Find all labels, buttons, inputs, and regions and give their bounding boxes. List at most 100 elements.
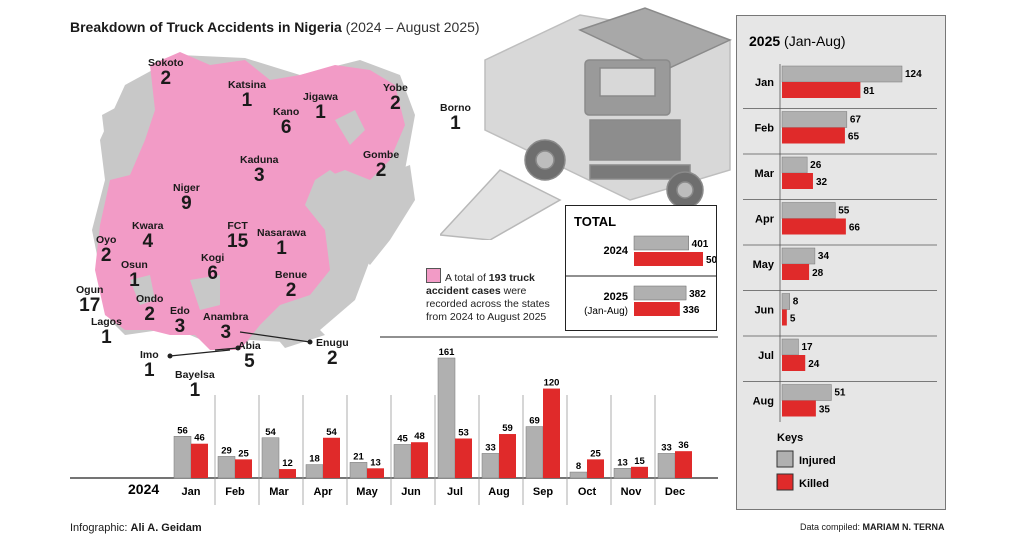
- total-value-injured-2024: 401: [692, 239, 709, 250]
- truck-illustration: [440, 7, 732, 240]
- bar-2024-injured-feb: [217, 456, 236, 479]
- bar-2025-killed-jun: [782, 309, 787, 326]
- tick-2024-aug: Aug: [488, 486, 509, 498]
- leader-dot-abia: [235, 345, 241, 351]
- bar-2024-killed-feb: [235, 459, 252, 478]
- map-gap-southeast: [270, 320, 325, 348]
- value-2024-injured-oct: 8: [576, 461, 581, 472]
- value-2025-injured-may: 34: [818, 251, 830, 262]
- state-label-fct: FCT 15: [227, 220, 249, 252]
- state-label-anambra: Anambra 3: [203, 311, 249, 343]
- value-2025-injured-jan: 124: [905, 69, 922, 80]
- tick-2024-jun: Jun: [401, 486, 421, 498]
- page-title: Breakdown of Truck Accidents in Nigeria …: [70, 19, 480, 35]
- bar-2024-killed-jun: [411, 442, 428, 478]
- bar-2024-injured-oct: [569, 471, 588, 479]
- total-value-killed-2025-jan-aug: 336: [683, 305, 700, 316]
- value-2024-injured-apr: 18: [309, 454, 320, 465]
- state-label-osun: Osun 1: [121, 259, 148, 291]
- keys-heading: Keys: [777, 432, 803, 444]
- state-label-enugu: Enugu 2: [316, 337, 349, 369]
- tick-2024-oct: Oct: [578, 486, 597, 498]
- value-2024-injured-jul: 161: [439, 347, 456, 358]
- value-2024-killed-may: 13: [370, 457, 381, 468]
- value-2024-injured-aug: 33: [485, 442, 496, 453]
- bar-2024-injured-sep: [525, 426, 544, 479]
- total-cat-label-2024: 2024: [604, 245, 629, 257]
- tick-2024-sep: Sep: [533, 486, 553, 498]
- bar-2025-killed-apr: [782, 218, 846, 235]
- chart-2024: 2024 56 46 Jan 29 25 Feb 54 12 Mar 18 54 Apr 21 13 May 4…: [70, 336, 718, 505]
- bar-2024-injured-aug: [481, 453, 500, 479]
- value-2024-injured-jun: 45: [397, 433, 408, 444]
- key-swatch-injured: [776, 450, 794, 468]
- chart-2025-title: 2025 (Jan-Aug): [749, 33, 846, 49]
- chart-2025: 2025 (Jan-Aug) 124 81 Jan 67 65 Feb 26 32 Mar 55 66…: [743, 33, 937, 491]
- tick-2025-aug: Aug: [753, 396, 774, 408]
- leader-dot-imo: [167, 353, 173, 359]
- chart-2024-title: 2024: [128, 481, 159, 497]
- state-label-kwara: Kwara 4: [132, 220, 164, 252]
- key-label-injured: Injured: [799, 455, 836, 467]
- tick-2025-apr: Apr: [755, 214, 775, 226]
- tick-2025-may: May: [753, 259, 775, 271]
- value-2024-killed-dec: 36: [678, 440, 689, 451]
- state-label-katsina: Katsina 1: [228, 79, 266, 111]
- bar-2025-injured-aug: [781, 384, 832, 401]
- bar-2025-injured-jun: [781, 293, 790, 310]
- value-2024-injured-mar: 54: [265, 427, 276, 438]
- value-2024-injured-sep: 69: [529, 416, 540, 427]
- bar-2025-killed-feb: [782, 127, 845, 144]
- value-2024-killed-jun: 48: [414, 431, 425, 442]
- value-2025-killed-may: 28: [812, 268, 824, 279]
- total-value-killed-2024: 506: [706, 255, 716, 266]
- value-2025-killed-mar: 32: [816, 177, 828, 188]
- bar-2025-injured-jul: [781, 338, 799, 356]
- bar-2025-injured-may: [781, 247, 816, 265]
- value-2025-killed-apr: 66: [849, 223, 861, 234]
- value-2025-injured-jul: 17: [801, 342, 813, 353]
- state-label-oyo: Oyo 2: [96, 234, 117, 266]
- map-gap-west: [130, 275, 155, 305]
- tick-2025-mar: Mar: [754, 168, 774, 180]
- value-2025-killed-jan: 81: [863, 86, 875, 97]
- state-label-sokoto: Sokoto 2: [148, 57, 184, 89]
- value-2024-killed-nov: 15: [634, 456, 645, 467]
- bar-2025-killed-jan: [782, 82, 861, 98]
- state-label-nasarawa: Nasarawa 1: [257, 227, 307, 259]
- note-text-bold: 193 truck accident cases: [426, 272, 535, 297]
- state-label-imo: Imo 1: [140, 349, 159, 381]
- bar-2025-injured-apr: [781, 202, 836, 219]
- state-label-abia: Abia 5: [238, 340, 261, 372]
- total-cat-label-2025-jan-aug: 2025: [604, 291, 628, 303]
- value-2025-injured-aug: 51: [834, 388, 846, 399]
- bar-2024-injured-mar: [261, 437, 280, 479]
- value-2024-killed-apr: 54: [326, 427, 337, 438]
- bar-2025-killed-aug: [782, 400, 816, 417]
- total-bar-killed-2024: [634, 252, 703, 266]
- bar-2025-killed-jul: [782, 355, 806, 371]
- bar-2024-killed-sep: [543, 388, 560, 478]
- state-label-kaduna: Kaduna 3: [240, 154, 279, 186]
- footer-credit: Infographic: Ali A. Geidam: [70, 522, 202, 534]
- total-bar-injured-2024: [633, 235, 689, 251]
- value-2024-killed-jan: 46: [194, 433, 205, 444]
- nigeria-map: [92, 52, 415, 359]
- state-label-benue: Benue 2: [275, 269, 308, 301]
- state-label-edo: Edo 3: [170, 305, 190, 337]
- bar-2025-killed-may: [782, 264, 810, 280]
- bar-2024-injured-jun: [393, 444, 412, 479]
- tick-2024-apr: Apr: [314, 486, 334, 498]
- value-2025-injured-mar: 26: [810, 160, 822, 171]
- value-2024-killed-mar: 12: [282, 458, 293, 469]
- value-2024-killed-feb: 25: [238, 448, 249, 459]
- tick-2024-nov: Nov: [621, 486, 643, 498]
- state-label-jigawa: Jigawa 1: [303, 91, 339, 123]
- value-2025-injured-apr: 55: [838, 206, 850, 217]
- tick-2025-jul: Jul: [758, 350, 774, 362]
- map-gap-northeast: [335, 110, 365, 145]
- state-label-lagos: Lagos 1: [91, 316, 122, 348]
- tick-2024-dec: Dec: [665, 486, 685, 498]
- bar-2025-killed-mar: [782, 173, 813, 189]
- bar-2025-injured-feb: [781, 111, 848, 128]
